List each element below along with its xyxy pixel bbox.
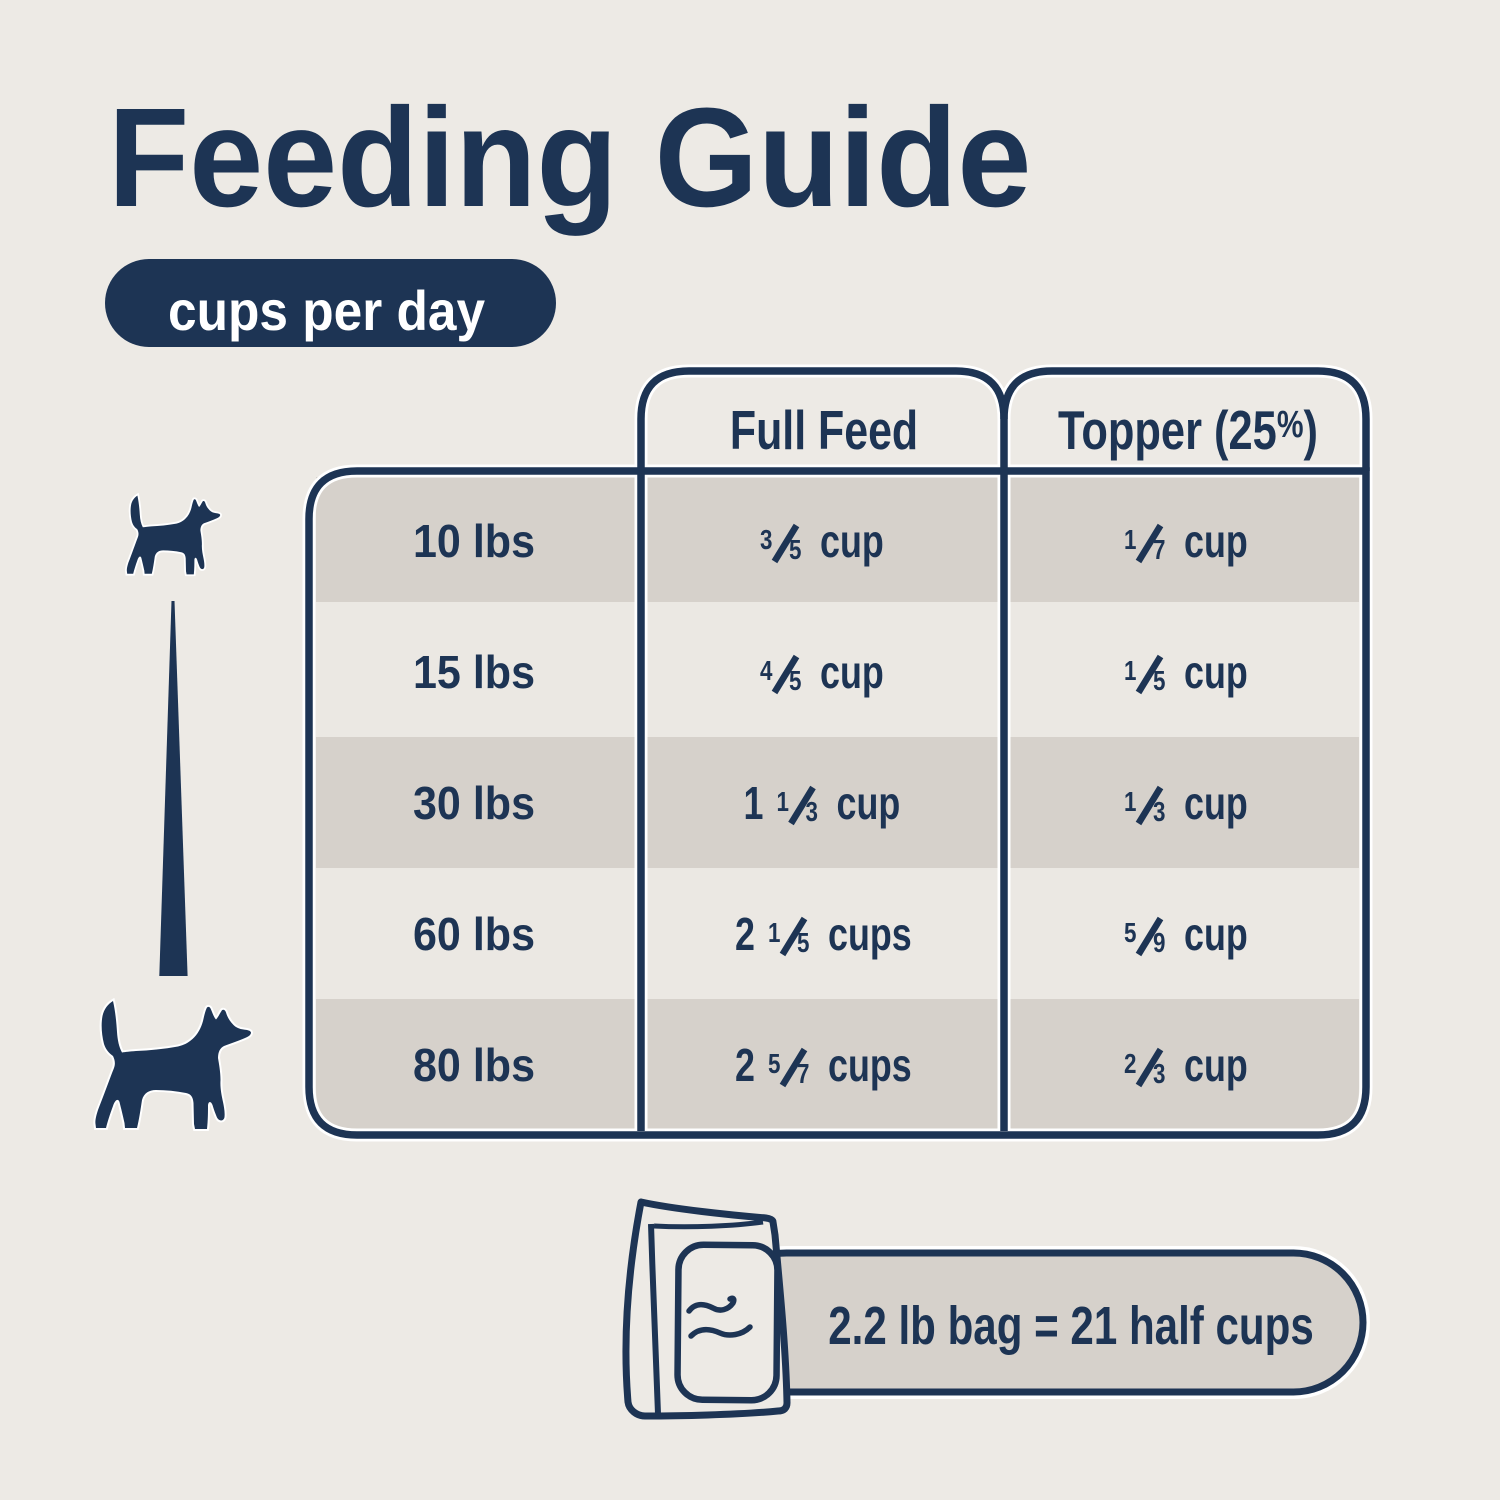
svg-text:cup: cup [1184,516,1248,567]
svg-text:15 lbs: 15 lbs [413,648,535,699]
svg-text:5: 5 [1124,918,1136,949]
svg-text:3: 3 [1153,797,1165,828]
svg-text:cup: cup [1184,909,1248,960]
svg-text:1: 1 [1124,656,1136,687]
svg-text:7: 7 [797,1059,809,1090]
svg-text:1: 1 [744,778,764,829]
svg-text:10 lbs: 10 lbs [413,517,535,568]
svg-text:cup: cup [820,516,884,567]
svg-text:cups: cups [828,909,912,960]
svg-text:2: 2 [735,909,755,960]
svg-text:9: 9 [1153,928,1165,959]
svg-text:1: 1 [1124,525,1136,556]
svg-text:1: 1 [777,787,789,818]
svg-text:80 lbs: 80 lbs [413,1041,535,1092]
svg-text:Feeding Guide: Feeding Guide [108,79,1031,236]
svg-text:60 lbs: 60 lbs [413,910,535,961]
svg-text:cup: cup [837,778,901,829]
svg-text:cups per day: cups per day [168,280,485,343]
svg-text:2: 2 [1124,1049,1136,1080]
svg-text:Topper (25%): Topper (25%) [1058,399,1318,461]
svg-text:5: 5 [768,1049,780,1080]
svg-text:5: 5 [789,535,801,566]
svg-text:5: 5 [789,666,801,697]
svg-text:3: 3 [760,525,772,556]
svg-text:cup: cup [820,647,884,698]
svg-text:7: 7 [1153,535,1165,566]
svg-text:30 lbs: 30 lbs [413,779,535,830]
svg-text:1: 1 [768,918,780,949]
svg-text:cups: cups [828,1040,912,1091]
svg-text:1: 1 [1124,787,1136,818]
svg-text:Full Feed: Full Feed [730,400,918,461]
svg-text:5: 5 [797,928,809,959]
svg-text:3: 3 [1153,1059,1165,1090]
svg-text:cup: cup [1184,647,1248,698]
svg-text:4: 4 [760,656,772,687]
svg-text:cup: cup [1184,1040,1248,1091]
svg-text:5: 5 [1153,666,1165,697]
svg-text:2: 2 [735,1040,755,1091]
svg-text:2.2 lb bag = 21 half cups: 2.2 lb bag = 21 half cups [828,1296,1314,1356]
svg-text:3: 3 [806,797,818,828]
svg-text:cup: cup [1184,778,1248,829]
